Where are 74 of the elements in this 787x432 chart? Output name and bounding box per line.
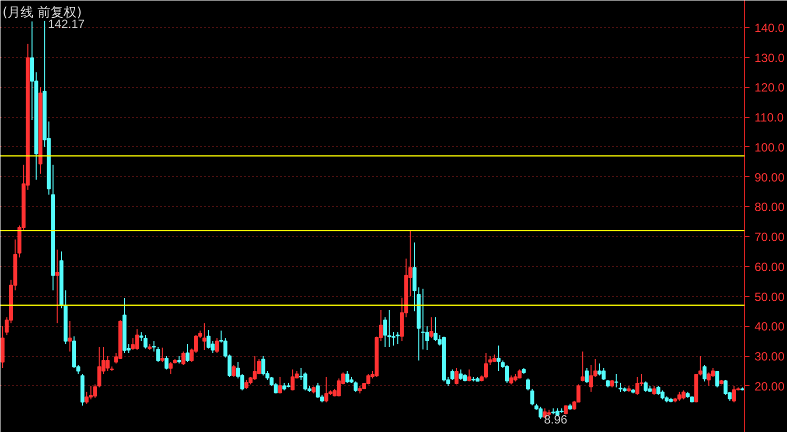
candlestick xyxy=(530,388,534,406)
candlestick xyxy=(458,368,463,380)
candlestick xyxy=(160,347,164,362)
candlestick xyxy=(252,356,257,380)
candlestick xyxy=(702,364,707,382)
candlestick xyxy=(186,344,190,362)
candlestick xyxy=(55,249,60,324)
candlestick xyxy=(324,376,328,403)
candlestick xyxy=(614,373,618,388)
candlestick xyxy=(316,382,320,398)
candlestick xyxy=(88,385,93,400)
y-tick-label: 100.0 xyxy=(754,140,785,154)
candlestick xyxy=(429,316,434,339)
candlestick xyxy=(93,384,98,398)
candlestick xyxy=(164,356,169,370)
candlestick xyxy=(290,368,295,391)
candlestick xyxy=(396,332,400,345)
candlestick xyxy=(420,288,425,350)
y-tick-label: 40.00 xyxy=(754,320,785,334)
candlestick xyxy=(168,361,173,374)
candlestick xyxy=(602,367,606,380)
candlestick xyxy=(135,328,140,351)
y-tick-label: 50.00 xyxy=(754,290,785,304)
candlestick xyxy=(496,345,501,372)
candlestick xyxy=(354,380,358,392)
candlestick xyxy=(450,368,454,380)
y-tick-label: 60.00 xyxy=(754,260,785,274)
candlestick xyxy=(366,373,370,385)
annotation: 8.96 xyxy=(544,412,568,426)
candlestick xyxy=(706,372,711,386)
y-tick-label: 140.0 xyxy=(754,20,785,35)
candlestick xyxy=(232,364,236,378)
candlestick xyxy=(383,316,388,348)
y-tick-label: 90.00 xyxy=(754,170,785,184)
candlestick xyxy=(526,378,530,391)
candlestick xyxy=(68,320,72,352)
candlestick xyxy=(387,310,392,348)
candlestick xyxy=(215,338,219,354)
candlestick xyxy=(538,406,543,420)
candlestick xyxy=(0,326,5,368)
candlestick xyxy=(715,370,720,388)
candlestick xyxy=(434,316,438,342)
candlestick xyxy=(724,379,728,396)
y-tick-label: 80.00 xyxy=(754,200,785,214)
candlestick xyxy=(202,322,206,351)
candlestick xyxy=(303,372,308,391)
candlestick xyxy=(130,338,135,351)
candlestick xyxy=(580,351,585,382)
candlestick xyxy=(144,334,148,350)
candlestick xyxy=(106,356,110,372)
y-tick-label: 70.00 xyxy=(754,230,785,244)
candlestick xyxy=(345,370,350,384)
candlestick xyxy=(181,351,186,366)
candlestick xyxy=(732,385,736,403)
y-tick-label: 20.00 xyxy=(754,379,785,394)
candlestick xyxy=(454,367,459,385)
candlestick xyxy=(467,368,472,382)
candlestick xyxy=(589,364,594,392)
candlestick xyxy=(278,376,282,394)
candlestick xyxy=(484,352,488,379)
candlestick xyxy=(598,362,602,376)
candlestick xyxy=(584,367,589,384)
candlestick xyxy=(84,391,89,404)
candlestick xyxy=(635,376,640,396)
candlestick xyxy=(206,330,211,350)
y-tick-label: 120.0 xyxy=(754,80,785,95)
chart-title: (月线 前复权) xyxy=(2,6,82,20)
candlestick xyxy=(261,356,266,376)
candlestick xyxy=(644,380,648,392)
candlestick xyxy=(97,346,102,388)
y-tick-label: 110.0 xyxy=(754,110,784,125)
candlestick xyxy=(505,364,509,384)
y-tick-label: 30.00 xyxy=(754,350,785,364)
y-tick-label: 130.0 xyxy=(754,50,785,65)
